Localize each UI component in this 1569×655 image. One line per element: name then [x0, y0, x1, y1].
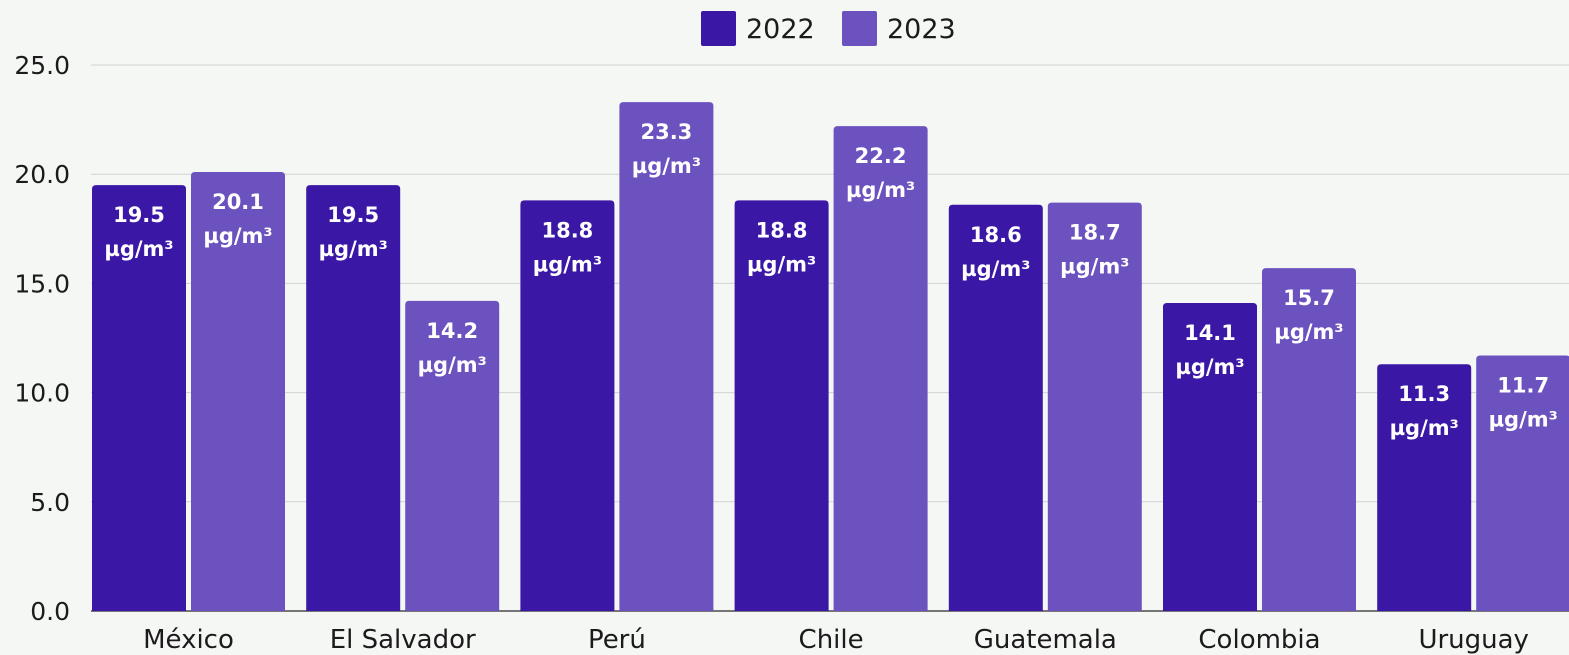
- bar-value-label: 18.8: [541, 218, 593, 242]
- bar-unit-label: µg/m³: [1060, 255, 1129, 279]
- x-tick-label: Uruguay: [1418, 625, 1529, 655]
- bar-unit-label: µg/m³: [747, 252, 816, 276]
- bar-value-label: 19.5: [113, 203, 165, 227]
- bar-2022-perú: [520, 200, 615, 611]
- bar-unit-label: µg/m³: [1274, 320, 1343, 344]
- bar-unit-label: µg/m³: [533, 252, 602, 276]
- bar-value-label: 18.7: [1069, 221, 1121, 245]
- legend-swatch: [842, 11, 877, 46]
- bar-2022-méxico: [92, 185, 186, 611]
- bar-unit-label: µg/m³: [418, 353, 487, 377]
- bar-value-label: 18.8: [756, 218, 808, 242]
- legend-swatch: [701, 11, 736, 46]
- bar-unit-label: µg/m³: [319, 237, 388, 261]
- bar-value-label: 11.7: [1497, 373, 1549, 397]
- x-tick-label: Guatemala: [974, 625, 1117, 655]
- y-tick-label: 10.0: [14, 379, 70, 408]
- x-tick-label: Colombia: [1198, 625, 1320, 655]
- bar-unit-label: µg/m³: [632, 154, 701, 178]
- y-tick-label: 25.0: [14, 51, 70, 80]
- bar-value-label: 23.3: [640, 120, 692, 144]
- bar-2023-guatemala: [1047, 202, 1142, 612]
- legend-label: 2022: [746, 14, 815, 45]
- bar-value-label: 18.6: [970, 223, 1022, 247]
- bar-unit-label: µg/m³: [203, 224, 272, 248]
- bar-unit-label: µg/m³: [961, 257, 1030, 281]
- bar-2023-uruguay: [1476, 355, 1569, 611]
- bar-unit-label: µg/m³: [1175, 355, 1244, 379]
- bar-2023-colombia: [1262, 268, 1356, 611]
- y-tick-label: 5.0: [30, 488, 70, 517]
- bar-2022-chile: [734, 200, 829, 611]
- bar-value-label: 22.2: [855, 144, 907, 168]
- y-axis-ticks: 0.0 5.0 10.0 15.0 20.0 25.0: [14, 51, 70, 626]
- bar-2023-méxico: [191, 172, 285, 612]
- bar-value-label: 14.2: [426, 319, 478, 343]
- bar-2023-el-salvador: [405, 300, 500, 611]
- bar-value-label: 11.3: [1398, 382, 1450, 406]
- bar-unit-label: µg/m³: [1390, 416, 1459, 440]
- bar-unit-label: µg/m³: [104, 237, 173, 261]
- bar-value-label: 14.1: [1184, 321, 1236, 345]
- y-tick-label: 0.0: [30, 597, 70, 626]
- bar-2022-uruguay: [1377, 364, 1472, 611]
- x-axis-labels: México El Salvador Perú Chile Guatemala Colom…: [143, 625, 1529, 655]
- bar-unit-label: µg/m³: [846, 178, 915, 202]
- bar-2023-chile: [833, 126, 928, 611]
- y-tick-label: 20.0: [14, 160, 70, 189]
- bar-2022-el-salvador: [306, 185, 401, 611]
- bar-2023-perú: [619, 102, 714, 612]
- bar-value-label: 15.7: [1283, 286, 1335, 310]
- legend-label: 2023: [887, 14, 956, 45]
- x-tick-label: Chile: [799, 625, 864, 655]
- y-tick-label: 15.0: [14, 269, 70, 298]
- legend: 2022 2023: [701, 11, 956, 46]
- bar-unit-label: µg/m³: [1489, 407, 1558, 431]
- bars: 19.5 µg/m³ 20.1 µg/m³ 19.5 µg/m³ 14.2 µg/m³ 18.8…: [92, 102, 1569, 612]
- bar-value-label: 20.1: [212, 190, 264, 214]
- bar-2022-colombia: [1163, 303, 1257, 611]
- x-tick-label: Perú: [588, 625, 646, 655]
- x-tick-label: El Salvador: [330, 625, 476, 655]
- bar-value-label: 19.5: [327, 203, 379, 227]
- x-tick-label: México: [143, 625, 234, 655]
- bar-2022-guatemala: [948, 204, 1043, 611]
